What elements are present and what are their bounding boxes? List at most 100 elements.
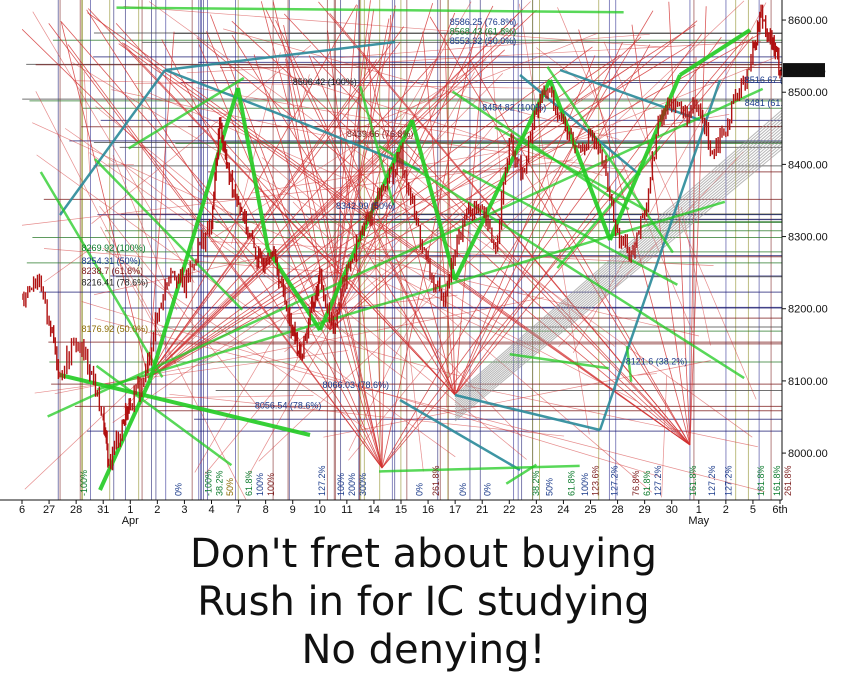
gann-line bbox=[489, 31, 502, 186]
x-tick-label: 7 bbox=[236, 504, 242, 516]
fan-ray bbox=[115, 23, 456, 396]
percent-label: 38.2% bbox=[531, 470, 541, 496]
wave-leg bbox=[236, 87, 270, 251]
gann-line bbox=[399, 266, 424, 472]
gann-line bbox=[637, 373, 657, 376]
gann-line bbox=[380, 267, 637, 402]
wave-leg bbox=[462, 168, 678, 286]
gann-line bbox=[32, 11, 195, 283]
gann-line bbox=[64, 128, 115, 164]
channel-line bbox=[454, 133, 782, 412]
y-tick-label: 8000.00 bbox=[788, 448, 828, 460]
trend-line bbox=[598, 79, 722, 431]
fan-ray bbox=[578, 29, 691, 446]
x-tick-label: 5 bbox=[750, 504, 756, 516]
caption-line-1: Don't fret about buying bbox=[189, 531, 658, 577]
gann-line bbox=[36, 154, 456, 458]
gann-line bbox=[103, 247, 373, 434]
percent-label: 261.8% bbox=[431, 465, 441, 496]
last-price-box bbox=[783, 63, 825, 78]
wave-leg bbox=[625, 346, 633, 382]
channel-line bbox=[454, 130, 782, 410]
fan-ray bbox=[147, 23, 519, 379]
fib-annotation: 8216.41 (78.6%) bbox=[82, 278, 149, 288]
fib-annotation: 8553.32 (50.0%) bbox=[450, 36, 517, 46]
gann-line bbox=[111, 89, 325, 136]
x-tick-label: 29 bbox=[639, 504, 651, 516]
fib-annotation: 8342.99 (50%) bbox=[336, 201, 395, 211]
fan-ray bbox=[147, 32, 762, 379]
fib-annotation: 8439.66 (76.8%) bbox=[347, 129, 414, 139]
x-tick-label: 3 bbox=[181, 504, 187, 516]
fan-ray bbox=[265, 9, 456, 396]
channel-line bbox=[454, 139, 782, 416]
fib-annotation: 8586.25 (76.8%) bbox=[450, 17, 517, 27]
percent-label: 61.8% bbox=[566, 470, 576, 496]
caption-line-3: No denying! bbox=[301, 627, 546, 673]
wave-leg bbox=[93, 158, 244, 311]
percent-label: 161.8% bbox=[756, 465, 766, 496]
gann-line bbox=[371, 257, 700, 337]
fan-ray bbox=[147, 42, 693, 379]
trend-line bbox=[559, 68, 701, 122]
fan-ray bbox=[253, 54, 383, 469]
gann-line bbox=[112, 66, 631, 423]
wave-leg bbox=[47, 87, 764, 418]
fan-ray bbox=[454, 44, 651, 396]
percent-label: 100% bbox=[580, 473, 590, 496]
fib-annotation: 8056.54 (78.6%) bbox=[255, 400, 322, 410]
percent-label: 0% bbox=[482, 483, 492, 496]
x-tick-label: 30 bbox=[666, 504, 678, 516]
fan-ray bbox=[381, 15, 391, 469]
percent-label: 100% bbox=[266, 473, 276, 496]
x-tick-label: 28 bbox=[611, 504, 623, 516]
gann-line bbox=[169, 393, 565, 437]
month-label: May bbox=[688, 515, 709, 527]
wave-leg bbox=[509, 353, 609, 370]
gann-line bbox=[75, 80, 545, 89]
fan-ray bbox=[118, 43, 691, 446]
percent-label: 127.2% bbox=[653, 465, 663, 496]
x-tick-label: 23 bbox=[530, 504, 542, 516]
gann-line bbox=[34, 350, 348, 394]
x-tick-label: 25 bbox=[584, 504, 596, 516]
fib-annotation: 8254.31 (50%) bbox=[82, 256, 141, 266]
trend-line bbox=[164, 40, 396, 72]
gann-line bbox=[148, 1, 753, 438]
gann-line bbox=[340, 33, 650, 58]
gann-line bbox=[44, 247, 93, 283]
percent-label: 127.2% bbox=[707, 465, 717, 496]
channel-line bbox=[454, 145, 782, 420]
gann-line bbox=[134, 82, 207, 85]
x-tick-label: 1 bbox=[696, 504, 702, 516]
fan-ray bbox=[329, 39, 469, 331]
x-tick-label: 1 bbox=[127, 504, 133, 516]
x-tick-label: 22 bbox=[503, 504, 515, 516]
fan-ray bbox=[689, 6, 707, 446]
percent-label: 123.6% bbox=[591, 465, 601, 496]
last-price-label: 8530.65 bbox=[786, 65, 826, 77]
channel-line bbox=[454, 136, 782, 414]
caption-line-2: Rush in for IC studying bbox=[197, 579, 650, 625]
x-tick-label: 24 bbox=[557, 504, 569, 516]
gann-line bbox=[244, 61, 603, 176]
percent-label: 38.2% bbox=[214, 470, 224, 496]
fib-annotation: 8176.92 (50.0%) bbox=[82, 324, 149, 334]
gann-line bbox=[291, 328, 460, 377]
percent-label: 50% bbox=[545, 478, 555, 496]
percent-label: 161.8% bbox=[688, 465, 698, 496]
gann-line bbox=[378, 56, 776, 221]
wave-leg bbox=[96, 200, 726, 391]
fan-ray bbox=[444, 34, 456, 396]
x-tick-label: 15 bbox=[395, 504, 407, 516]
fib-annotation: 8454.82 (100%) bbox=[482, 102, 546, 112]
channel-line bbox=[454, 142, 782, 418]
x-tick-label: 14 bbox=[368, 504, 380, 516]
wave-leg bbox=[127, 76, 245, 150]
x-tick-label: 9 bbox=[290, 504, 296, 516]
fib-annotation: 8066.03 (78.6%) bbox=[322, 380, 389, 390]
y-tick-label: 8600.00 bbox=[788, 15, 828, 27]
gann-line bbox=[123, 1, 531, 409]
x-tick-label: 31 bbox=[97, 504, 109, 516]
y-tick-label: 8300.00 bbox=[788, 232, 828, 244]
